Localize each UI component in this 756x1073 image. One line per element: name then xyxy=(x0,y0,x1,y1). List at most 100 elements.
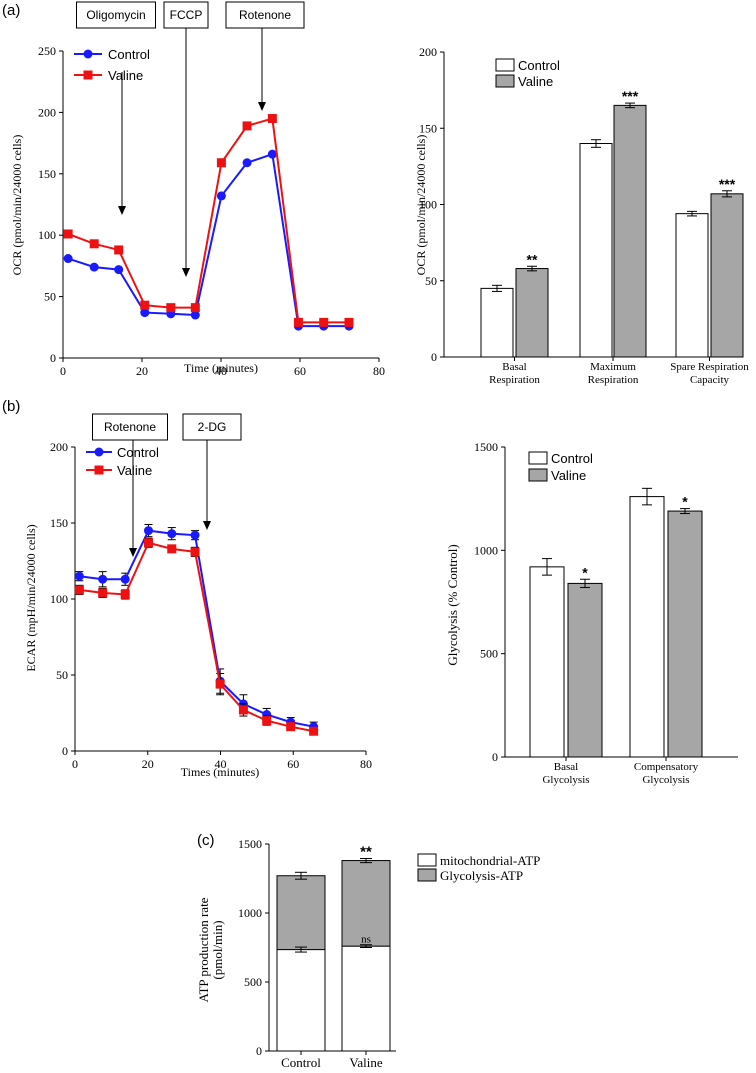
data-point-valine xyxy=(63,229,73,239)
category-label: Spare Respiration xyxy=(670,361,749,373)
data-point-valine xyxy=(140,300,150,310)
category-label: Basal xyxy=(502,361,526,373)
legend-swatch-mitochondrial xyxy=(417,853,437,867)
y-tick-label: 200 xyxy=(50,440,68,454)
legend-label: Control xyxy=(551,451,593,466)
y-axis-label: ECAR (mpH/min/24000 cells) xyxy=(24,524,38,671)
bar-control xyxy=(629,496,665,758)
data-point-valine xyxy=(166,303,176,313)
category-label: Control xyxy=(281,1055,321,1070)
y-axis-label: (pmol/min) xyxy=(210,920,225,979)
y-axis-label: ATP production rate xyxy=(196,897,211,1002)
data-point-control xyxy=(140,308,150,318)
data-point-valine xyxy=(167,544,177,554)
data-point-control xyxy=(74,571,84,581)
y-axis-label: OCR (pmol/min/24000 cells) xyxy=(10,135,24,276)
bar-mitochondrial-atp xyxy=(341,945,391,1052)
category-label: Compensatory xyxy=(634,761,699,773)
data-point-valine xyxy=(262,716,272,726)
bar-valine xyxy=(567,582,603,758)
bar-valine xyxy=(667,510,703,758)
injection-box xyxy=(182,413,242,441)
data-point-valine xyxy=(267,114,277,124)
y-tick-label: 1000 xyxy=(474,543,498,557)
injection-label: 2-DG xyxy=(198,420,227,434)
bar-valine xyxy=(710,193,744,358)
data-point-valine xyxy=(344,317,354,327)
y-tick-label: 500 xyxy=(244,975,262,989)
injection-box xyxy=(225,1,305,29)
x-tick-label: 80 xyxy=(360,757,372,771)
category-label: Capacity xyxy=(690,374,730,386)
legend-label: Valine xyxy=(117,463,152,478)
significance-marker: * xyxy=(582,564,588,580)
category-label: Maximum xyxy=(590,361,636,373)
legend-label: Valine xyxy=(518,74,553,89)
legend-swatch-valine xyxy=(528,468,548,482)
x-tick-label: 40 xyxy=(215,757,227,771)
x-tick-label: 0 xyxy=(60,364,66,378)
series-line-valine xyxy=(79,541,314,733)
bar-control xyxy=(579,143,613,358)
legend-marker xyxy=(94,447,104,457)
legend-label: Valine xyxy=(551,468,586,483)
legend-label: Control xyxy=(108,47,150,62)
data-point-valine xyxy=(238,705,248,715)
y-axis-label: Glycolysis (% Control) xyxy=(445,544,460,665)
series-line-valine xyxy=(67,117,349,324)
x-axis-label: Time (minutes) xyxy=(184,361,258,375)
data-point-control xyxy=(190,310,200,320)
legend-label: mitochondrial-ATP xyxy=(440,853,540,868)
bar-mitochondrial-atp xyxy=(276,949,326,1052)
data-point-control xyxy=(89,262,99,272)
y-tick-label: 200 xyxy=(419,45,437,59)
data-point-valine xyxy=(190,303,200,313)
significance-marker: ns xyxy=(361,934,371,946)
x-tick-label: 20 xyxy=(142,757,154,771)
data-point-valine xyxy=(216,158,226,168)
injection-label: FCCP xyxy=(170,8,203,22)
y-tick-label: 250 xyxy=(38,44,56,58)
data-point-valine xyxy=(74,585,84,595)
y-tick-label: 1500 xyxy=(238,837,262,851)
y-tick-label: 100 xyxy=(419,198,437,212)
data-point-control xyxy=(267,149,277,159)
bar-control xyxy=(675,213,709,358)
data-point-valine xyxy=(215,679,225,689)
data-point-control xyxy=(242,158,252,168)
panel-label-c: (c) xyxy=(197,832,215,849)
legend-label: Control xyxy=(117,445,159,460)
injection-arrow-head xyxy=(182,268,190,277)
injection-box xyxy=(76,1,156,29)
data-point-valine xyxy=(242,121,252,131)
panel-label-b: (b) xyxy=(2,398,20,415)
legend-label: Control xyxy=(518,58,560,73)
legend-label: Glycolysis-ATP xyxy=(440,868,523,883)
x-tick-label: 60 xyxy=(294,364,306,378)
legend-marker xyxy=(83,49,93,59)
data-point-valine xyxy=(143,538,153,548)
x-tick-label: 0 xyxy=(72,757,78,771)
y-tick-label: 0 xyxy=(256,1044,262,1058)
bar-valine xyxy=(613,104,647,358)
significance-marker: * xyxy=(682,494,688,510)
significance-marker: ** xyxy=(360,843,372,860)
data-point-valine xyxy=(89,239,99,249)
y-tick-label: 50 xyxy=(44,290,56,304)
legend-swatch-control xyxy=(495,58,515,72)
legend-swatch-valine xyxy=(495,74,515,88)
y-tick-label: 100 xyxy=(38,228,56,242)
data-point-valine xyxy=(114,245,124,255)
y-tick-label: 150 xyxy=(38,167,56,181)
bar-control xyxy=(529,566,565,758)
category-label: Valine xyxy=(349,1055,382,1070)
y-tick-label: 0 xyxy=(492,750,498,764)
data-point-control xyxy=(190,530,200,540)
data-point-control xyxy=(143,526,153,536)
injection-box xyxy=(163,1,209,29)
y-tick-label: 1000 xyxy=(238,906,262,920)
data-point-valine xyxy=(293,317,303,327)
significance-marker: *** xyxy=(622,88,639,104)
y-tick-label: 0 xyxy=(50,351,56,365)
data-point-valine xyxy=(319,317,329,327)
